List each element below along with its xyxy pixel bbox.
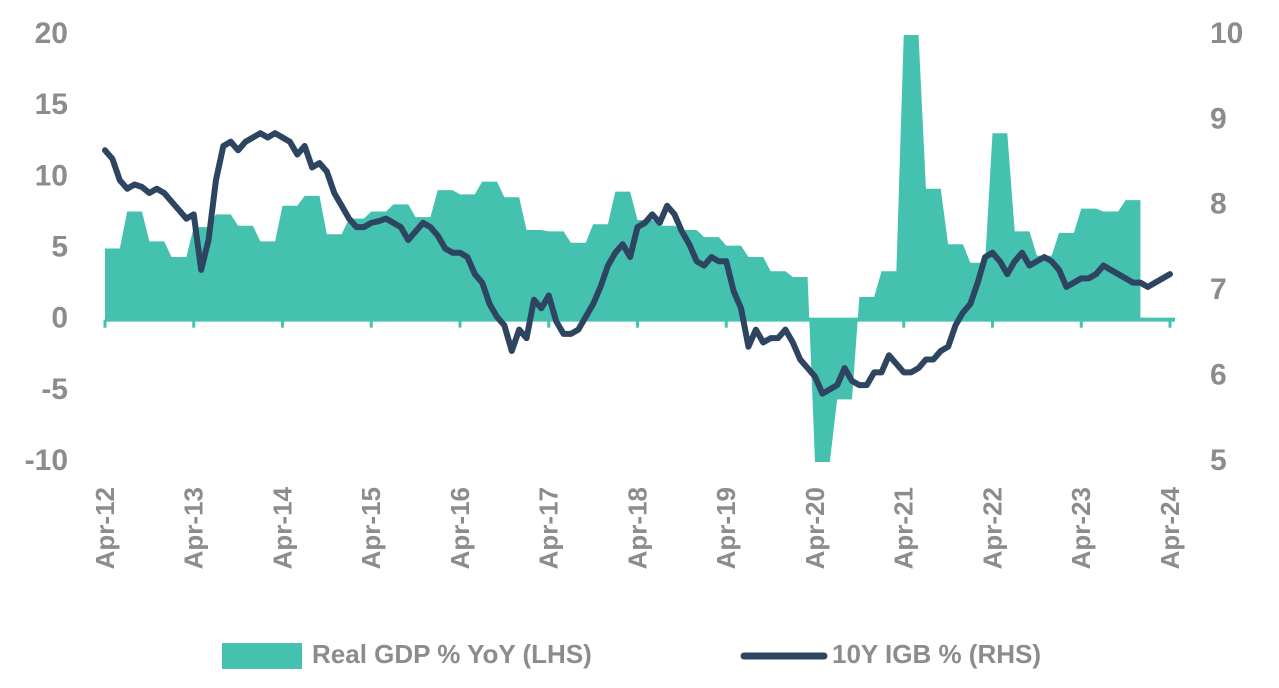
x-tick-label: Apr-24 — [1155, 486, 1185, 569]
y-tick-label: -10 — [25, 444, 68, 477]
y2-tick-label: 9 — [1210, 102, 1227, 135]
y-tick-label: 20 — [35, 17, 68, 50]
x-tick-label: Apr-12 — [90, 487, 120, 569]
y-tick-label: 15 — [35, 88, 68, 121]
x-tick-label: Apr-16 — [445, 487, 475, 569]
y2-tick-label: 6 — [1210, 359, 1227, 392]
y2-tick-label: 10 — [1210, 17, 1243, 50]
legend-label: 10Y IGB % (RHS) — [832, 639, 1041, 669]
y-tick-label: -5 — [41, 373, 68, 406]
x-tick-label: Apr-18 — [622, 487, 652, 569]
x-tick-label: Apr-17 — [534, 487, 564, 569]
x-tick-label: Apr-20 — [800, 487, 830, 569]
igb-line — [102, 130, 1173, 397]
x-tick-label: Apr-22 — [977, 487, 1007, 569]
y-tick-label: 5 — [51, 230, 68, 263]
x-tick-label: Apr-21 — [889, 487, 919, 569]
x-tick-label: Apr-23 — [1066, 487, 1096, 569]
x-tick-label: Apr-14 — [267, 486, 297, 569]
y-tick-label: 0 — [51, 302, 68, 335]
x-tick-label: Apr-15 — [356, 487, 386, 569]
y2-tick-label: 8 — [1210, 188, 1227, 221]
y2-tick-label: 7 — [1210, 273, 1227, 306]
legend-label: Real GDP % YoY (LHS) — [312, 639, 592, 669]
y2-tick-label: 5 — [1210, 444, 1227, 477]
x-tick-label: Apr-13 — [179, 487, 209, 569]
y-tick-label: 10 — [35, 159, 68, 192]
x-tick-label: Apr-19 — [711, 487, 741, 569]
legend-swatch — [222, 643, 302, 669]
